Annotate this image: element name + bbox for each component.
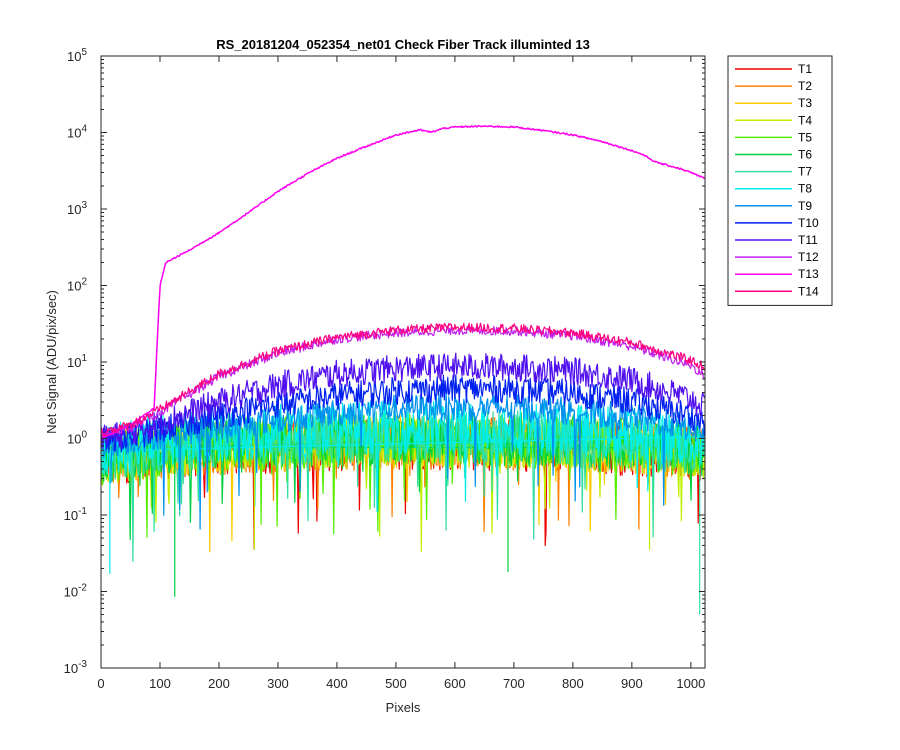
x-tick-label: 0 (97, 676, 104, 691)
y-axis-title: Net Signal (ADU/pix/sec) (44, 290, 59, 434)
legend-label-t3: T3 (798, 96, 812, 110)
y-tick-label: 104 (67, 124, 87, 141)
legend-label-t14: T14 (798, 284, 819, 298)
x-tick-label: 300 (267, 676, 289, 691)
series-line-t11 (101, 352, 705, 450)
legend-label-t6: T6 (798, 148, 812, 162)
y-tick-label: 100 (67, 430, 87, 447)
y-axis: 10-3 10-2 10-1 100 101 102 103 104 105 (64, 47, 705, 676)
x-axis-title: Pixels (386, 700, 421, 715)
y-tick-label: 105 (67, 47, 87, 64)
x-tick-label: 800 (562, 676, 584, 691)
y-tick-label: 103 (67, 200, 87, 217)
legend-label-t1: T1 (798, 62, 812, 76)
x-tick-label: 200 (208, 676, 230, 691)
legend-label-t9: T9 (798, 199, 812, 213)
series-line-t13 (101, 124, 705, 440)
x-tick-label: 400 (326, 676, 348, 691)
legend-label-t12: T12 (798, 250, 819, 264)
legend-label-t5: T5 (798, 130, 812, 144)
legend-label-t10: T10 (798, 216, 819, 230)
y-tick-label: 10-2 (64, 583, 88, 600)
series-line-t14 (101, 322, 705, 437)
x-tick-label: 100 (149, 676, 171, 691)
legend-label-t2: T2 (798, 79, 812, 93)
x-tick-label: 500 (385, 676, 407, 691)
series-line-t6 (101, 411, 705, 541)
series-layer (101, 124, 705, 615)
series-line-t9 (101, 392, 705, 530)
x-axis: 0 100 200 300 400 500 600 700 800 900 1000 (97, 56, 705, 691)
plot-area (101, 56, 705, 668)
y-tick-label: 102 (67, 277, 87, 294)
legend-label-t13: T13 (798, 267, 819, 281)
legend-box (727, 55, 833, 306)
x-tick-label: 700 (503, 676, 525, 691)
legend: T1 T2 T3 T4 T5 T6 T7 T8 T9 T10 T11 T12 T13 T14 (727, 55, 833, 306)
x-tick-label: 900 (621, 676, 643, 691)
series-line-t8 (101, 400, 705, 512)
legend-label-t7: T7 (798, 165, 812, 179)
legend-label-t4: T4 (798, 113, 812, 127)
chart-title: RS_20181204_052354_net01 Check Fiber Tra… (216, 37, 590, 52)
legend-label-t11: T11 (798, 233, 818, 247)
y-tick-label: 10-1 (64, 506, 88, 523)
y-tick-label: 10-3 (64, 659, 88, 676)
x-tick-label: 1000 (676, 676, 705, 691)
x-tick-label: 600 (444, 676, 466, 691)
y-tick-label: 101 (67, 353, 87, 370)
legend-label-t8: T8 (798, 182, 812, 196)
